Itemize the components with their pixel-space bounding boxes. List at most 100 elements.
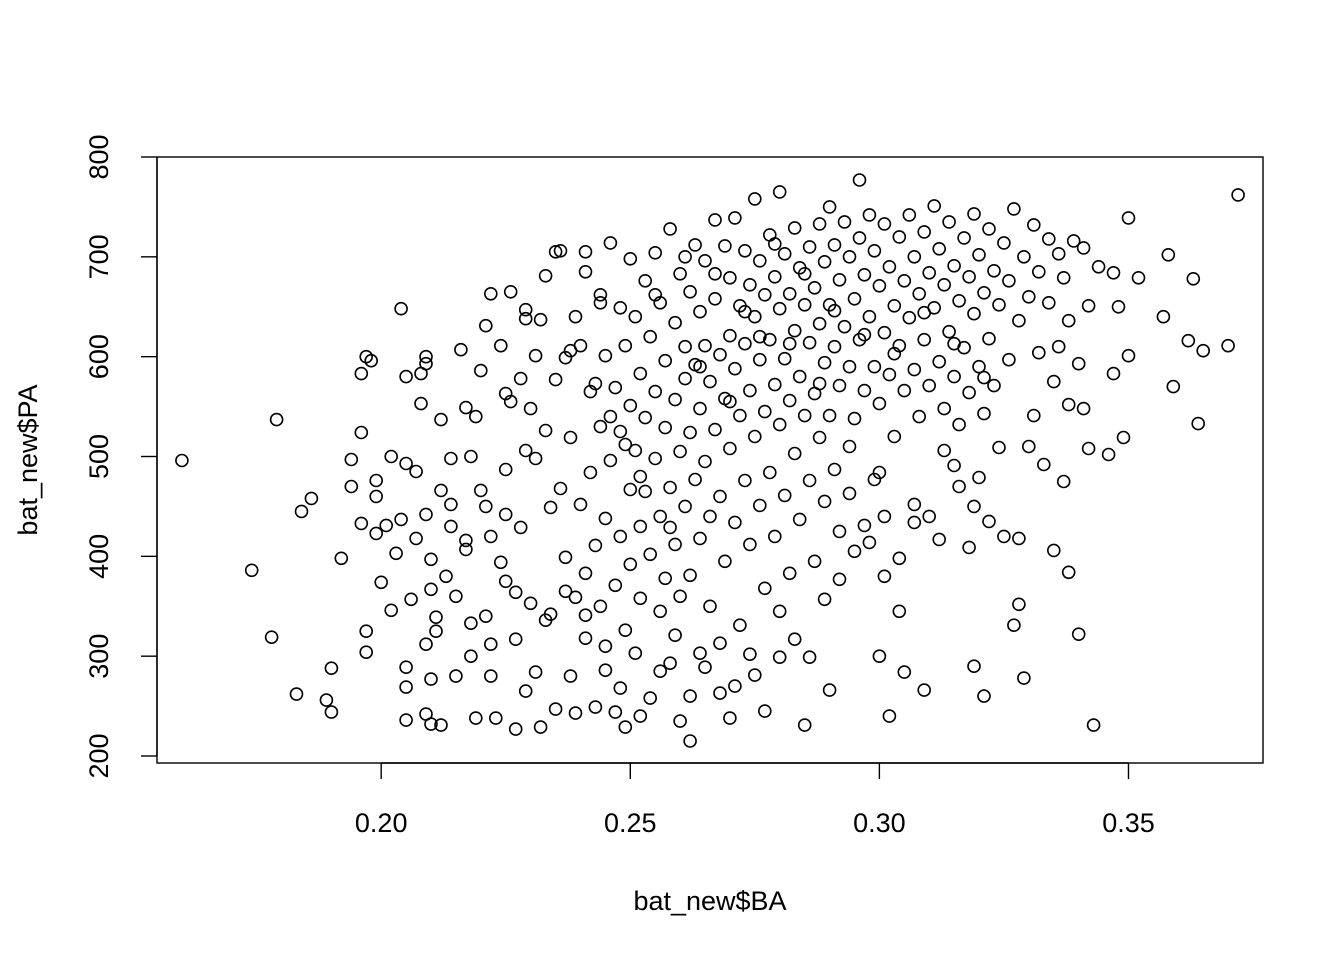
data-point <box>917 332 932 347</box>
data-point <box>802 473 817 488</box>
data-point <box>429 610 443 625</box>
data-point <box>962 385 976 400</box>
data-point <box>633 709 648 723</box>
data-point <box>1002 352 1016 367</box>
data-point <box>478 318 493 333</box>
data-point <box>852 173 867 187</box>
y-tick-label: 400 <box>84 534 114 579</box>
data-point <box>434 483 448 498</box>
data-point <box>782 336 797 351</box>
data-point <box>1066 234 1081 248</box>
data-point <box>842 486 857 501</box>
data-point <box>902 208 917 222</box>
data-point <box>1231 188 1245 202</box>
data-point <box>942 215 956 229</box>
data-point <box>1047 374 1061 389</box>
data-point <box>797 718 812 732</box>
data-point <box>1111 299 1126 314</box>
data-point <box>1156 309 1171 324</box>
data-point <box>1196 343 1210 358</box>
data-point <box>678 371 692 386</box>
data-point <box>459 542 473 557</box>
data-point <box>498 386 513 401</box>
data-point <box>658 571 673 586</box>
data-point <box>703 599 717 614</box>
data-point <box>419 637 433 652</box>
data-point <box>618 437 633 452</box>
data-point <box>757 704 772 718</box>
data-point <box>757 287 772 302</box>
data-point <box>573 497 588 512</box>
data-point <box>812 217 827 231</box>
data-point <box>728 211 742 225</box>
data-point <box>439 569 453 584</box>
y-axis-title: bat_new$PA <box>13 384 43 535</box>
data-point <box>713 347 727 362</box>
data-point <box>449 589 463 604</box>
data-point <box>927 199 942 213</box>
data-point <box>468 711 483 725</box>
data-point <box>937 443 952 458</box>
data-point <box>628 646 643 661</box>
data-point <box>628 309 643 324</box>
data-point <box>892 230 907 244</box>
data-point <box>777 488 792 503</box>
data-point <box>658 420 673 435</box>
data-point <box>947 369 961 384</box>
data-point <box>797 266 812 281</box>
data-point <box>483 637 498 652</box>
data-point <box>972 470 986 485</box>
data-point <box>802 335 817 350</box>
data-point <box>468 409 483 424</box>
data-point <box>842 439 857 454</box>
data-point <box>942 324 956 339</box>
data-point <box>1221 338 1235 353</box>
data-point <box>633 591 648 606</box>
data-point <box>747 429 762 444</box>
data-point <box>583 465 598 480</box>
data-point <box>364 353 379 368</box>
data-point <box>743 537 757 552</box>
data-point <box>359 624 374 639</box>
data-point <box>807 280 822 295</box>
data-point <box>1051 339 1066 354</box>
data-point <box>498 574 513 589</box>
data-point <box>678 249 692 264</box>
data-point <box>932 532 947 547</box>
data-point <box>1012 531 1026 546</box>
data-point <box>558 584 573 599</box>
data-point <box>708 422 722 437</box>
data-point <box>324 705 339 719</box>
data-point <box>444 451 458 466</box>
data-point <box>638 273 653 288</box>
data-point <box>738 244 752 258</box>
data-point <box>488 711 503 725</box>
data-point <box>693 304 707 319</box>
data-point <box>414 396 428 411</box>
data-point <box>693 359 707 374</box>
data-point <box>369 473 384 488</box>
data-point <box>857 383 872 398</box>
data-point <box>917 305 932 320</box>
data-point <box>967 207 981 221</box>
data-point <box>962 540 976 555</box>
data-point <box>812 316 827 331</box>
y-tick-label: 700 <box>84 234 114 279</box>
data-point <box>827 238 842 252</box>
data-point <box>747 192 762 206</box>
data-point <box>842 249 857 264</box>
data-point <box>673 266 687 281</box>
data-point <box>598 639 613 654</box>
data-point <box>608 578 623 593</box>
data-point <box>1076 401 1091 416</box>
data-point <box>444 497 458 512</box>
data-point <box>817 254 832 269</box>
data-point <box>648 246 663 260</box>
data-point <box>812 376 827 391</box>
data-point <box>782 566 797 581</box>
data-point <box>648 384 663 399</box>
data-point <box>498 507 513 522</box>
data-point <box>369 489 384 504</box>
data-point <box>972 248 986 262</box>
x-axis-title: bat_new$BA <box>633 886 786 916</box>
